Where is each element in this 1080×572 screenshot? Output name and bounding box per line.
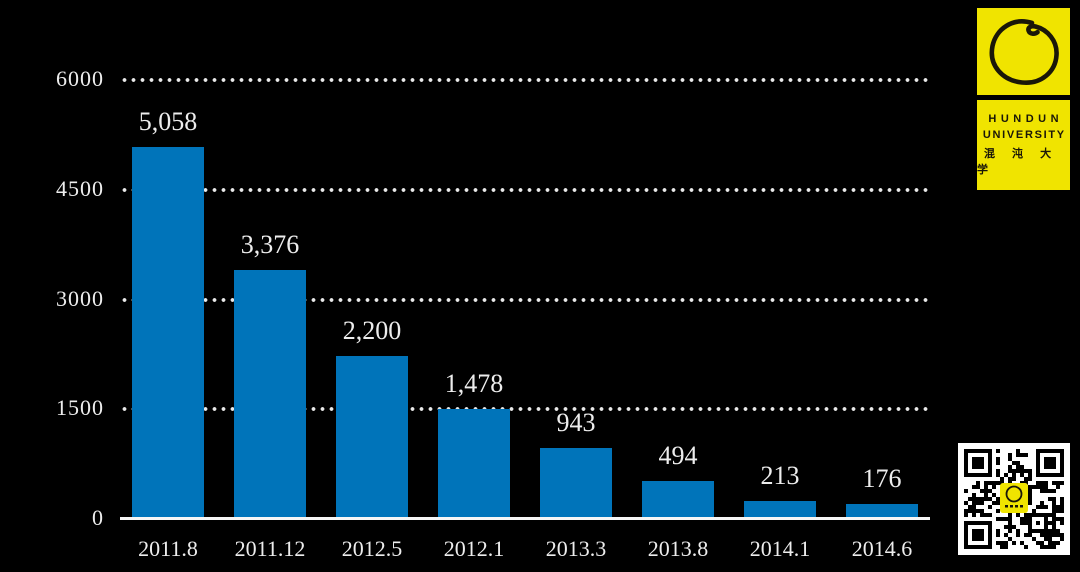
x-axis-tick-label: 2011.12 xyxy=(234,536,306,561)
bar-2011.12 xyxy=(234,270,306,517)
x-axis-tick-label: 2013.3 xyxy=(545,536,607,561)
y-axis-tick-label: 3000 xyxy=(56,285,104,311)
gridline-4500 xyxy=(120,187,930,192)
x-axis-tick-label: 2013.8 xyxy=(647,536,709,561)
bar-value-label: 3,376 xyxy=(240,230,300,259)
qr-code-image xyxy=(958,443,1070,555)
hundun-logo-text: HUNDUN UNIVERSITY 混 沌 大 学 xyxy=(977,100,1070,190)
bar-value-label: 5,058 xyxy=(138,107,198,136)
logo-line-university: UNIVERSITY xyxy=(982,129,1066,141)
enso-circle-icon xyxy=(977,8,1070,95)
bar-2013.3 xyxy=(540,448,612,517)
x-axis-tick-label: 2012.5 xyxy=(341,536,403,561)
x-axis-tick-label: 2014.6 xyxy=(851,536,913,561)
hundun-logo-mark xyxy=(977,8,1070,95)
bar-2012.1 xyxy=(438,409,510,517)
x-axis-line xyxy=(120,517,930,520)
bar-2011.8 xyxy=(132,147,204,517)
bar-value-label: 2,200 xyxy=(342,316,402,345)
y-axis-tick-label: 4500 xyxy=(56,175,104,201)
bar-2014.6 xyxy=(846,504,918,517)
x-axis-tick-label: 2012.1 xyxy=(443,536,505,561)
bar-2014.1 xyxy=(744,501,816,517)
x-axis-tick-label: 2014.1 xyxy=(749,536,811,561)
bar-2013.8 xyxy=(642,481,714,517)
x-axis-tick-label: 2011.8 xyxy=(138,536,198,561)
bar-2012.5 xyxy=(336,356,408,517)
bar-value-label: 1,478 xyxy=(444,369,504,398)
bar-value-label: 213 xyxy=(760,461,800,490)
logo-line-chinese: 混 沌 大 学 xyxy=(977,148,1059,176)
gridline-3000 xyxy=(120,297,930,302)
bar-value-label: 176 xyxy=(862,464,902,493)
gridline-1500 xyxy=(120,407,930,412)
y-axis-tick-label: 6000 xyxy=(56,66,104,91)
bar-value-label: 943 xyxy=(556,408,596,437)
bar-value-label: 494 xyxy=(658,441,698,470)
y-axis-tick-label: 0 xyxy=(92,505,104,530)
logo-line-hundun: HUNDUN xyxy=(988,113,1064,125)
qr-code xyxy=(958,443,1070,555)
gridline-6000 xyxy=(120,78,930,82)
y-axis-tick-label: 1500 xyxy=(56,395,104,421)
